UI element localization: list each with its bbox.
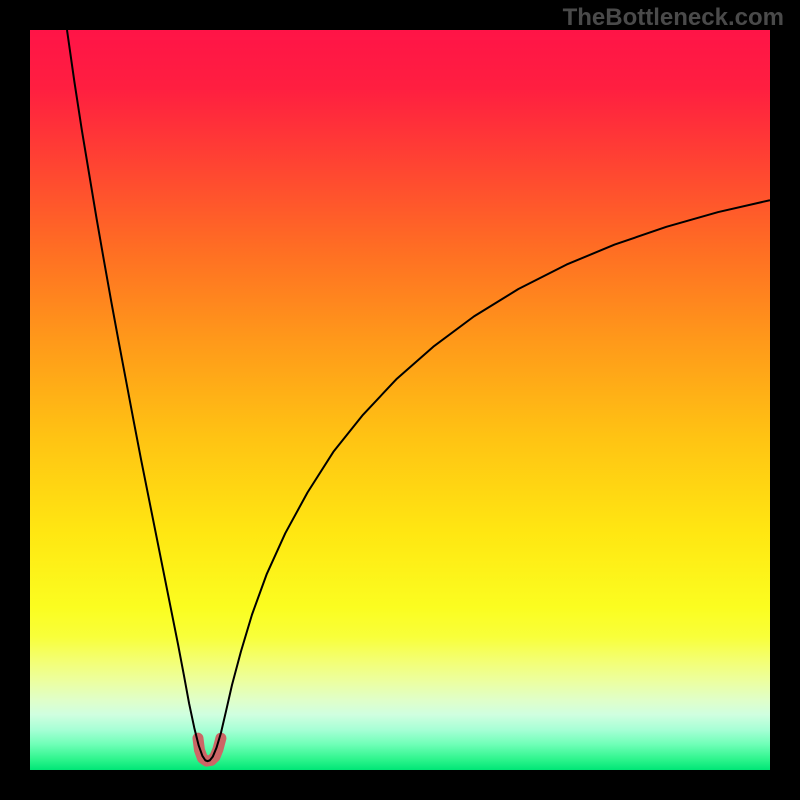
plot-area — [30, 30, 770, 770]
bottleneck-curve — [67, 30, 770, 761]
watermark-text: TheBottleneck.com — [563, 4, 784, 32]
chart-overlay — [30, 30, 770, 770]
